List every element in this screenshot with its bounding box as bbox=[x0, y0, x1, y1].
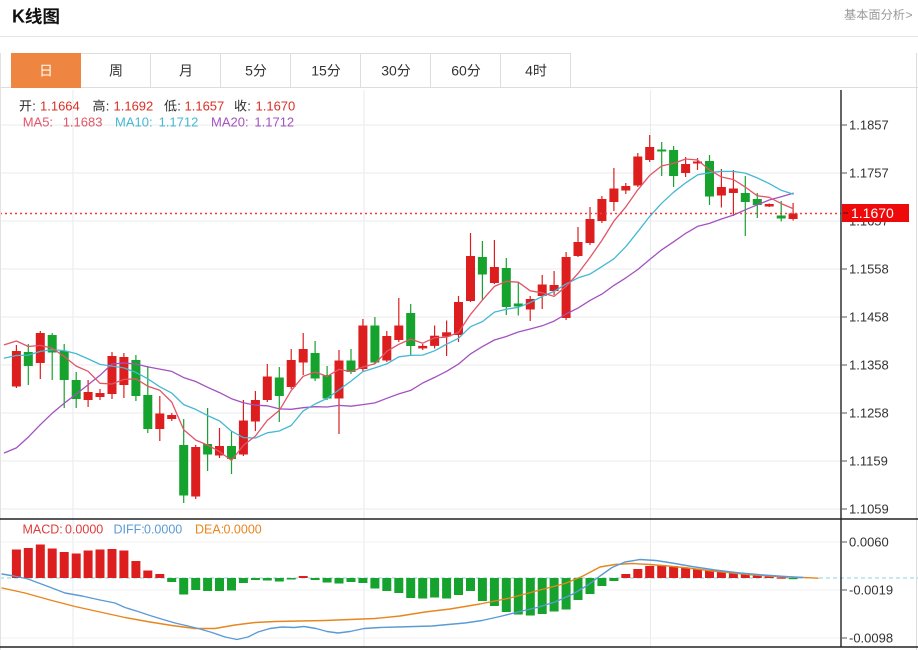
svg-text:>: > bbox=[906, 8, 913, 22]
svg-text:K: K bbox=[12, 7, 25, 27]
svg-text:0.0060: 0.0060 bbox=[849, 535, 889, 550]
svg-text:-0.0098: -0.0098 bbox=[849, 631, 893, 646]
svg-text:60: 60 bbox=[451, 63, 467, 79]
svg-text:4: 4 bbox=[525, 63, 533, 79]
svg-text:1.1558: 1.1558 bbox=[849, 262, 889, 277]
svg-text:-0.0019: -0.0019 bbox=[849, 583, 893, 598]
svg-text:1.1159: 1.1159 bbox=[849, 454, 888, 469]
svg-text:1.1757: 1.1757 bbox=[849, 166, 889, 181]
svg-text:1.1857: 1.1857 bbox=[849, 118, 889, 133]
svg-text::1.1664:1.1692:1.1657:1.1670: :1.1664:1.1692:1.1657:1.1670 bbox=[32, 99, 295, 114]
svg-text:1.1258: 1.1258 bbox=[849, 406, 889, 421]
svg-text:1.1358: 1.1358 bbox=[849, 358, 889, 373]
svg-text:5: 5 bbox=[245, 63, 253, 79]
svg-text:1.1458: 1.1458 bbox=[849, 310, 889, 325]
svg-text:30: 30 bbox=[381, 63, 397, 79]
svg-text:15: 15 bbox=[311, 63, 327, 79]
svg-text:1.1059: 1.1059 bbox=[849, 502, 889, 517]
svg-text:1.1670: 1.1670 bbox=[851, 205, 894, 221]
